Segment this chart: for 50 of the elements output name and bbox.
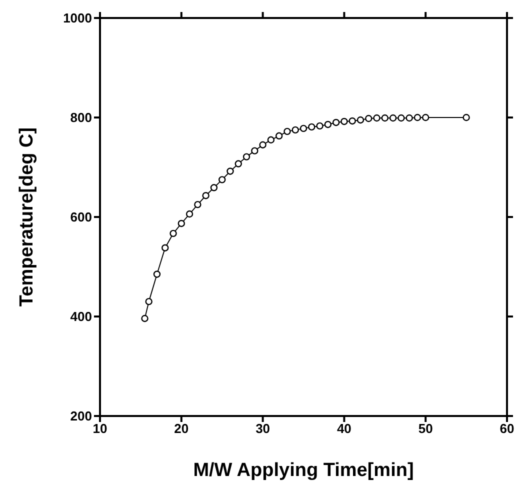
point	[340, 118, 348, 126]
point	[202, 192, 210, 200]
point	[398, 114, 405, 122]
point	[234, 160, 242, 168]
point	[259, 141, 266, 148]
point	[462, 114, 470, 122]
point	[186, 210, 194, 218]
point	[422, 114, 430, 122]
point	[275, 132, 283, 140]
x-tick-label: 20	[174, 421, 189, 436]
point	[316, 122, 324, 130]
y-tick-label: 600	[70, 210, 92, 225]
point	[300, 124, 308, 132]
point	[170, 230, 177, 238]
point	[218, 176, 226, 184]
y-tick-label: 1000	[63, 10, 92, 26]
x-tick-label: 10	[92, 421, 108, 436]
x-tick-label: 40	[336, 421, 352, 436]
point	[365, 114, 372, 122]
point	[162, 244, 169, 252]
point	[373, 114, 380, 122]
point	[242, 153, 250, 160]
point	[284, 128, 291, 136]
point	[356, 116, 364, 124]
point	[389, 114, 397, 122]
point	[141, 314, 148, 322]
x-tick-label: 30	[256, 421, 270, 436]
point	[414, 114, 422, 122]
y-tick-label: 200	[70, 408, 92, 424]
point	[251, 147, 258, 154]
x-tick-label: 60	[500, 421, 514, 436]
y-tick-label: 400	[70, 309, 92, 324]
point	[267, 136, 275, 144]
point	[145, 298, 152, 306]
point	[308, 123, 316, 131]
point	[332, 118, 340, 126]
point	[348, 117, 356, 125]
point	[381, 114, 388, 122]
point	[324, 120, 332, 128]
x-axis-title: M/W Applying Time[min]	[193, 460, 414, 481]
point	[406, 114, 413, 122]
point	[153, 270, 161, 278]
point	[226, 168, 234, 175]
point	[194, 200, 202, 208]
x-tick-label: 50	[418, 421, 433, 436]
point	[178, 220, 185, 228]
y-tick-label: 800	[70, 110, 92, 126]
y-axis-title: Temperature[deg C]	[16, 127, 38, 307]
point	[210, 184, 218, 192]
point	[292, 126, 299, 134]
